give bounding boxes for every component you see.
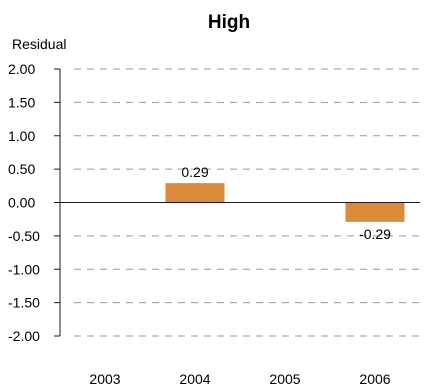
chart-title: High: [208, 12, 250, 33]
gridlines: [74, 68, 420, 337]
bar-2004: [165, 183, 225, 203]
y-tick-label: -1.00: [8, 261, 40, 277]
y-tick-label: -1.50: [8, 295, 40, 311]
y-tick-label: 2.00: [8, 61, 35, 77]
x-tick-label: 2003: [89, 371, 120, 387]
x-tick-label: 2005: [269, 371, 300, 387]
data-label-2006: -0.29: [359, 226, 391, 242]
y-tick-label: 0.00: [8, 195, 35, 211]
x-tick-label: 2006: [359, 371, 390, 387]
axes: [54, 68, 420, 337]
y-tick-label: 1.00: [8, 128, 35, 144]
y-axis-label: Residual: [12, 36, 66, 52]
bars: [165, 183, 405, 222]
y-tick-label: 1.50: [8, 94, 35, 110]
labels: 2.00 1.50 1.00 0.50 0.00 -0.50 -1.00 -1.50 -2.00…: [8, 61, 391, 387]
y-tick-label: 0.50: [8, 161, 35, 177]
bar-2006: [345, 202, 405, 222]
data-label-2004: 0.29: [181, 164, 208, 180]
y-tick-label: -0.50: [8, 228, 40, 244]
x-tick-label: 2004: [179, 371, 210, 387]
y-tick-label: -2.00: [8, 328, 40, 344]
